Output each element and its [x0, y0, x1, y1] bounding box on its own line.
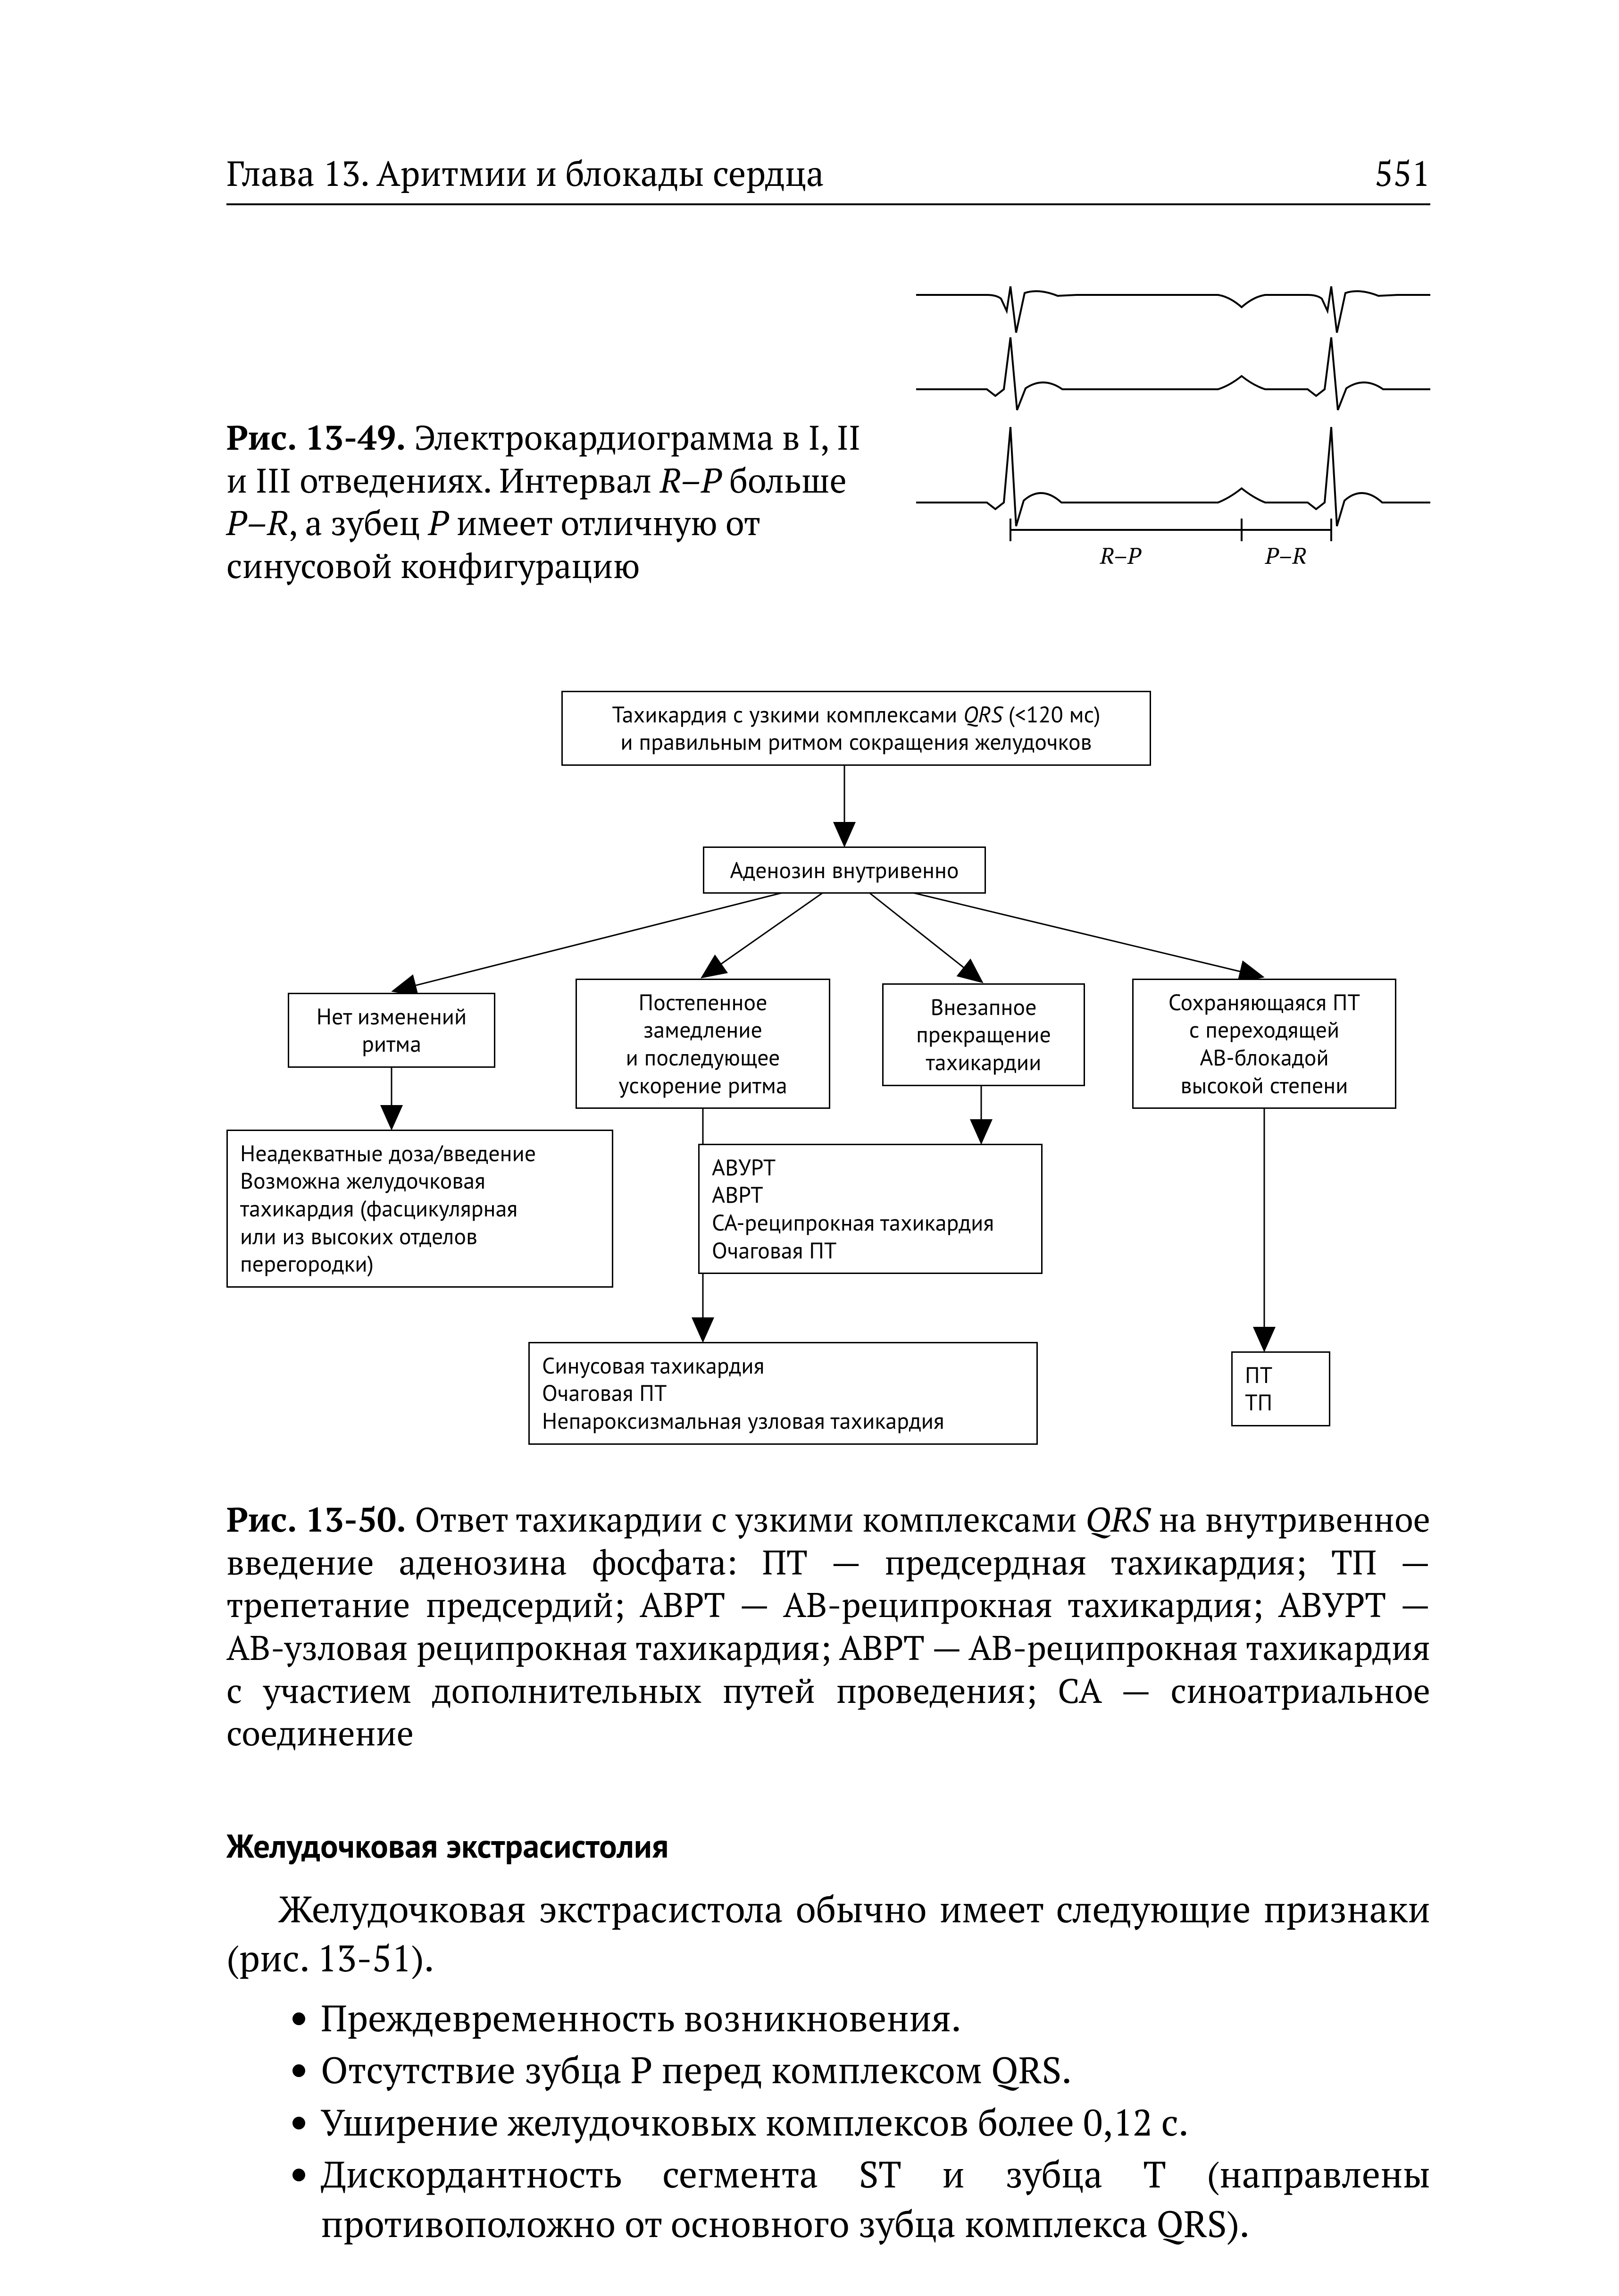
figure-13-50-flowchart: Тахикардия с узкими комплексами QRS (<12…: [226, 691, 1415, 1465]
fc-root-text-2: (<120 мс): [1002, 700, 1101, 729]
figure-13-49-caption: Рис. 13-49. Электрокардиограмма в I, II …: [226, 246, 864, 587]
bullet-4-seg6: ).: [1227, 2199, 1250, 2248]
bullet-2-seg4: .: [1061, 2045, 1072, 2094]
bullet-1: Преждевременность возникновения.: [321, 1994, 1430, 2043]
bullet-list: Преждевременность возникновения. Отсутст…: [226, 1994, 1430, 2249]
ecg-lead-3: [916, 427, 1430, 526]
fc-root-line2: и правильным ритмом сокращения желудочко…: [620, 727, 1092, 756]
bullet-2: Отсутствие зубца P перед комплексом QRS.: [321, 2045, 1430, 2095]
figure-13-49-ecg: R–P P–R: [916, 238, 1430, 587]
fig49-text-2: больше: [721, 457, 846, 503]
fc-root-qrsital: QRS: [963, 700, 1002, 729]
page-header: Глава 13. Аритмии и блокады сердца 551: [226, 151, 1430, 205]
bullet-4-seg0: Дискордантность сегмента: [321, 2150, 859, 2198]
fc-branch-termination: Внезапное прекращение тахикардии: [882, 983, 1085, 1086]
interval-bracket: [1010, 519, 1331, 541]
fig49-text-3: , а зубец: [289, 500, 428, 545]
bullet-4-seg2: и зубца: [901, 2150, 1143, 2198]
fig49-label: Рис. 13-49.: [226, 414, 406, 460]
ecg-svg: R–P P–R: [916, 238, 1430, 578]
fc-out-inadequate: Неадекватные доза/введение Возможна желу…: [226, 1130, 613, 1288]
fig49-p: P: [428, 500, 448, 545]
fig49-rp: R–P: [660, 457, 721, 503]
fig50-text-1: Ответ тахикардии с узкими комплексами: [406, 1496, 1085, 1542]
fc-adenosine: Аденозин внутривенно: [703, 846, 986, 894]
bullet-2-seg0: Отсутствие зубца: [321, 2045, 631, 2094]
page-root: Глава 13. Аритмии и блокады сердца 551 Р…: [0, 0, 1619, 2296]
bullet-4: Дискордантность сегмента ST и зубца T (н…: [321, 2150, 1430, 2248]
bullet-2-P: P: [631, 2045, 653, 2094]
fig50-qrs: QRS: [1085, 1496, 1150, 1542]
fc-out-pt-tp: ПТ ТП: [1231, 1351, 1330, 1426]
fig50-label: Рис. 13-50.: [226, 1496, 406, 1542]
bullet-3: Уширение желудочковых комплексов более 0…: [321, 2098, 1430, 2147]
fc-out-avnrt-list: АВУРТ АВРТ СА-реципрокная тахикардия Оча…: [698, 1144, 1043, 1274]
fc-out-sinus-list: Синусовая тахикардия Очаговая ПТ Непарок…: [528, 1342, 1038, 1445]
figure-13-49: Рис. 13-49. Электрокардиограмма в I, II …: [226, 238, 1430, 587]
page-number: 551: [1375, 151, 1430, 196]
fc-branch-persisting: Сохраняющаяся ПТ с переходящей АВ-блокад…: [1132, 979, 1396, 1109]
interval-label-rp: R–P: [1100, 540, 1142, 570]
bullet-3-text: Уширение желудочковых комплексов более 0…: [321, 2098, 1189, 2146]
section-paragraph: Желудочковая экстрасистола обычно имеет …: [226, 1885, 1430, 1983]
fc-root-text-1: Тахикардия с узкими комплексами: [612, 700, 963, 729]
ecg-lead-2: [916, 337, 1430, 410]
fc-branch-slowing: Постепенное замедление и последующее уск…: [576, 979, 830, 1109]
interval-label-pr: P–R: [1265, 540, 1307, 570]
fig49-pr: P–R: [226, 500, 289, 545]
bullet-2-QRS: QRS: [991, 2045, 1061, 2094]
section-heading: Желудочковая экстрасистолия: [226, 1825, 1430, 1868]
chapter-title: Глава 13. Аритмии и блокады сердца: [226, 151, 824, 196]
fc-root: Тахикардия с узкими комплексами QRS (<12…: [561, 691, 1151, 766]
figure-13-50-caption: Рис. 13-50. Ответ тахикардии с узкими ко…: [226, 1498, 1430, 1754]
bullet-2-seg2: перед комплексом: [652, 2045, 991, 2094]
bullet-4-ST: ST: [859, 2150, 901, 2198]
bullet-4-QRS: QRS: [1156, 2199, 1227, 2248]
bullet-4-T: T: [1143, 2150, 1166, 2198]
ecg-lead-1: [916, 286, 1430, 333]
bullet-1-text: Преждевременность возникновения.: [321, 1994, 961, 2042]
fc-branch-no-change: Нет изменений ритма: [288, 993, 495, 1068]
